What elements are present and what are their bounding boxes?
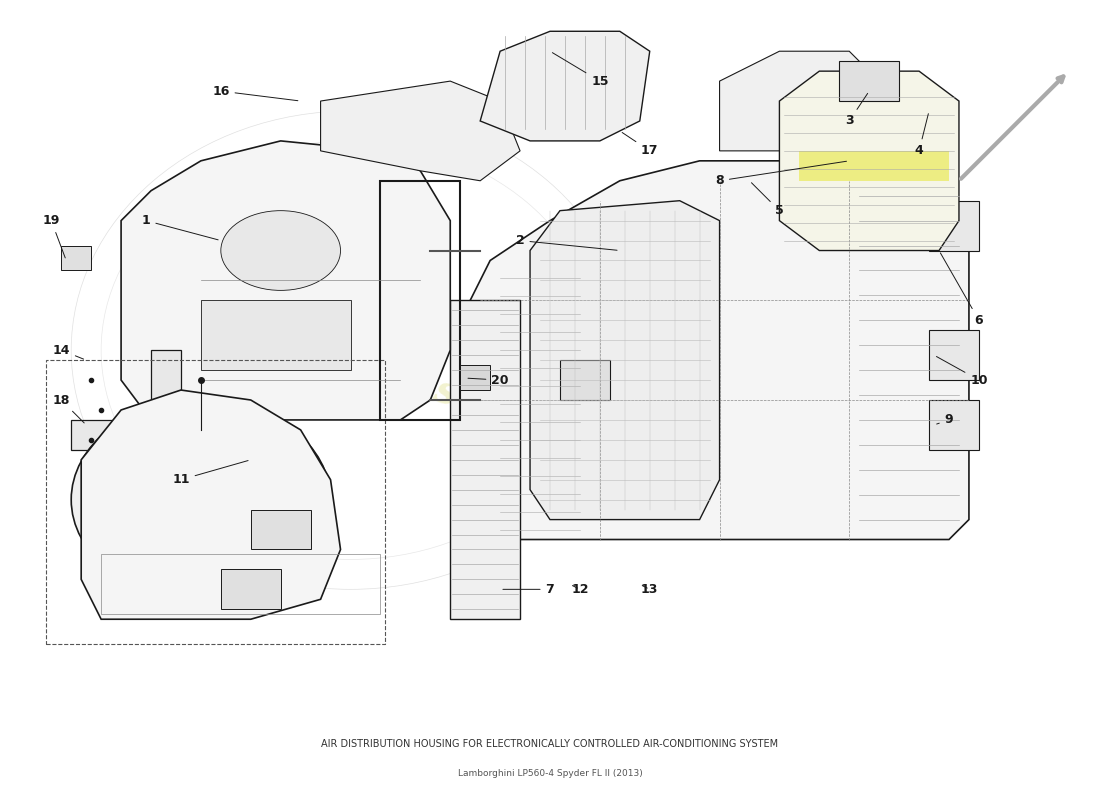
Text: 11: 11: [173, 461, 249, 486]
Polygon shape: [530, 201, 719, 519]
Text: 3: 3: [845, 94, 868, 127]
Bar: [839, 61, 899, 101]
Text: a passion for parts: a passion for parts: [322, 333, 717, 507]
Bar: [201, 300, 351, 370]
Bar: [930, 400, 979, 450]
Bar: [560, 360, 609, 400]
Text: Lamborghini LP560-4 Spyder FL II (2013): Lamborghini LP560-4 Spyder FL II (2013): [458, 769, 642, 778]
Polygon shape: [450, 300, 520, 619]
Polygon shape: [800, 151, 949, 181]
Bar: [460, 365, 491, 390]
Polygon shape: [72, 350, 180, 450]
Text: 5: 5: [751, 182, 784, 217]
Polygon shape: [320, 81, 520, 181]
Text: 6: 6: [940, 253, 983, 326]
Polygon shape: [780, 71, 959, 250]
Bar: [101, 554, 381, 614]
Text: 8: 8: [715, 162, 847, 187]
Ellipse shape: [161, 470, 241, 530]
Bar: [46, 360, 385, 644]
Text: AIR DISTRIBUTION HOUSING FOR ELECTRONICALLY CONTROLLED AIR-CONDITIONING SYSTEM: AIR DISTRIBUTION HOUSING FOR ELECTRONICA…: [321, 739, 779, 749]
Text: 4: 4: [915, 114, 928, 158]
Text: 12: 12: [571, 583, 588, 596]
Ellipse shape: [221, 210, 341, 290]
Text: 14: 14: [53, 344, 84, 359]
Polygon shape: [121, 141, 450, 420]
Bar: [251, 510, 310, 550]
Polygon shape: [481, 31, 650, 141]
Text: 13: 13: [641, 583, 659, 596]
Polygon shape: [719, 51, 879, 151]
Ellipse shape: [111, 430, 290, 570]
Polygon shape: [81, 390, 341, 619]
Ellipse shape: [72, 400, 331, 599]
Bar: [930, 330, 979, 380]
Bar: [930, 201, 979, 250]
Text: 1: 1: [142, 214, 218, 240]
Bar: [221, 570, 280, 610]
Text: 20: 20: [468, 374, 509, 386]
Text: 16: 16: [212, 85, 298, 101]
Polygon shape: [470, 161, 969, 539]
Text: 10: 10: [936, 357, 988, 386]
Text: 19: 19: [43, 214, 65, 258]
Bar: [62, 246, 91, 270]
Text: 17: 17: [623, 133, 659, 158]
Text: 9: 9: [937, 414, 954, 426]
Text: 18: 18: [53, 394, 85, 423]
Text: 2: 2: [516, 234, 617, 250]
Text: 15: 15: [552, 53, 608, 88]
Text: 7: 7: [503, 583, 554, 596]
